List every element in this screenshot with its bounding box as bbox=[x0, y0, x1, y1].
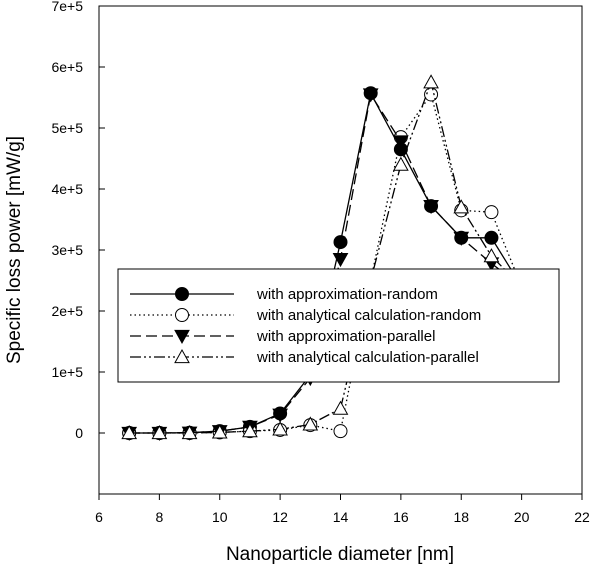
legend-label: with analytical calculation-parallel bbox=[256, 349, 479, 366]
x-tick-label: 18 bbox=[453, 509, 469, 525]
x-tick-label: 12 bbox=[272, 509, 288, 525]
data-point bbox=[272, 408, 288, 423]
x-tick-label: 22 bbox=[574, 509, 590, 525]
y-axis-ticks: 0 1e+5 2e+5 3e+5 4e+5 5e+5 6e+5 7e+5 bbox=[51, 0, 105, 441]
data-point bbox=[484, 230, 499, 245]
plot-frame bbox=[98, 5, 583, 495]
data-point bbox=[484, 205, 499, 220]
legend-label: with approximation-random bbox=[256, 286, 438, 303]
y-tick-label: 2e+5 bbox=[51, 303, 83, 319]
data-point bbox=[423, 74, 439, 89]
data-point bbox=[332, 400, 349, 415]
data-point bbox=[393, 135, 409, 150]
y-tick-label: 3e+5 bbox=[51, 242, 83, 258]
legend-label: with approximation-parallel bbox=[256, 328, 435, 345]
x-tick-label: 8 bbox=[155, 509, 163, 525]
legend-marker bbox=[174, 348, 190, 364]
data-point bbox=[272, 421, 288, 436]
legend-item: with analytical calculation-parallel bbox=[130, 348, 479, 366]
data-point bbox=[332, 253, 349, 268]
legend-marker bbox=[175, 308, 189, 322]
y-tick-label: 4e+5 bbox=[51, 181, 83, 197]
x-tick-label: 10 bbox=[212, 509, 228, 525]
data-point bbox=[181, 424, 198, 440]
legend-label: with analytical calculation-random bbox=[256, 307, 481, 324]
data-point bbox=[302, 416, 319, 431]
data-point bbox=[121, 424, 138, 440]
data-point bbox=[211, 424, 228, 439]
legend-item: with approximation-random bbox=[130, 286, 438, 303]
data-point bbox=[483, 248, 500, 263]
series-3 bbox=[121, 88, 530, 442]
x-axis-title: Nanoparticle diameter [nm] bbox=[226, 544, 454, 565]
legend-marker bbox=[174, 329, 190, 345]
series-2 bbox=[122, 87, 529, 440]
y-tick-label: 0 bbox=[75, 425, 83, 441]
legend-item: with approximation-parallel bbox=[130, 328, 435, 345]
data-point bbox=[453, 231, 470, 246]
legend-item: with analytical calculation-random bbox=[130, 307, 481, 324]
data-point bbox=[362, 88, 379, 103]
legend-marker bbox=[175, 287, 189, 301]
data-point bbox=[453, 199, 470, 214]
data-point bbox=[423, 199, 439, 215]
data-point bbox=[242, 423, 258, 438]
legend-box bbox=[117, 268, 560, 383]
data-point bbox=[333, 424, 348, 439]
y-tick-label: 5e+5 bbox=[51, 120, 83, 136]
series-line bbox=[129, 80, 523, 434]
x-tick-label: 20 bbox=[514, 509, 530, 525]
y-tick-label: 1e+5 bbox=[51, 364, 83, 380]
series-4 bbox=[121, 74, 530, 440]
x-tick-label: 14 bbox=[333, 509, 349, 525]
data-point bbox=[393, 156, 409, 171]
y-tick-label: 6e+5 bbox=[51, 59, 83, 75]
series-layer bbox=[121, 74, 530, 442]
series-1 bbox=[122, 86, 529, 440]
x-tick-label: 16 bbox=[393, 509, 409, 525]
data-point bbox=[151, 424, 168, 440]
y-axis-title: Specific loss power [mW/g] bbox=[4, 136, 25, 364]
x-axis-ticks: 6 8 10 12 14 16 18 20 22 bbox=[95, 494, 590, 525]
y-tick-label: 7e+5 bbox=[51, 0, 83, 14]
legend: with approximation-random with analytical… bbox=[117, 268, 560, 383]
x-tick-label: 6 bbox=[95, 509, 103, 525]
